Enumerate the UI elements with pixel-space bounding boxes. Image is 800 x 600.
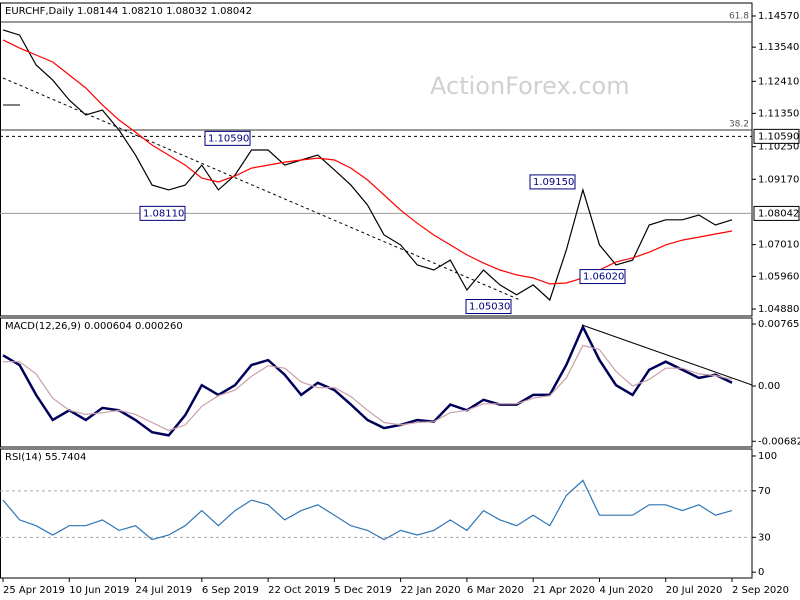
x-tick-label: 6 Mar 2020 bbox=[467, 585, 524, 596]
panel-title: EURCHF,Daily 1.08144 1.08210 1.08032 1.0… bbox=[5, 6, 252, 17]
trend-line bbox=[581, 324, 753, 386]
y-tick-label: 100 bbox=[758, 451, 777, 462]
series-line bbox=[2, 323, 733, 437]
x-tick-label: 22 Oct 2019 bbox=[268, 585, 330, 596]
y-tick-label: 1.12410 bbox=[758, 76, 799, 87]
panel-frame bbox=[0, 2, 753, 317]
y-tick-label: 1.07010 bbox=[758, 240, 799, 251]
panel-frame bbox=[0, 448, 753, 579]
annotation-box bbox=[465, 299, 512, 315]
annotation-box bbox=[204, 130, 251, 146]
y-tick-label: 1.09170 bbox=[758, 174, 799, 185]
last-price-box bbox=[753, 205, 800, 221]
y-tick-label: 1.14570 bbox=[758, 11, 799, 22]
x-tick-label: 4 Jun 2020 bbox=[599, 585, 653, 596]
y-tick-label: 0 bbox=[758, 567, 764, 578]
x-tick-label: 10 Jun 2019 bbox=[69, 585, 129, 596]
y-tick-label: 70 bbox=[758, 486, 771, 497]
annotation-label: 1.09150 bbox=[533, 177, 574, 188]
x-tick-label: 5 Dec 2019 bbox=[334, 585, 392, 596]
x-tick-label: 21 Apr 2020 bbox=[533, 585, 595, 596]
fib-label: 61.8 bbox=[729, 12, 749, 22]
x-tick-label: 24 Jul 2019 bbox=[136, 585, 193, 596]
watermark: ActionForex.com bbox=[430, 72, 630, 100]
fib-label: 38.2 bbox=[729, 120, 749, 130]
series-line bbox=[3, 344, 733, 432]
panel-title: RSI(14) 55.7404 bbox=[5, 452, 86, 463]
annotation-box bbox=[529, 174, 576, 190]
y-tick-label: 1.10250 bbox=[758, 142, 799, 153]
y-tick-label: 1.05960 bbox=[758, 271, 799, 282]
y-tick-label: 1.04880 bbox=[758, 304, 799, 315]
annotation-label: 1.05030 bbox=[469, 302, 510, 313]
annotation-label: 1.10590 bbox=[208, 133, 249, 144]
y-tick-label: 1.11350 bbox=[758, 108, 799, 119]
y-tick-label: 1.13540 bbox=[758, 42, 799, 53]
x-tick-label: 25 Apr 2019 bbox=[3, 585, 65, 596]
x-tick-label: 2 Sep 2020 bbox=[732, 585, 789, 596]
panel-title: MACD(12,26,9) 0.000604 0.000260 bbox=[5, 321, 183, 332]
annotation-label: 1.06020 bbox=[583, 272, 624, 283]
annotation-box bbox=[579, 269, 626, 285]
annotation-box bbox=[139, 205, 186, 221]
x-tick-label: 20 Jul 2020 bbox=[666, 585, 723, 596]
level-box bbox=[753, 128, 800, 144]
annotation-label: 1.08110 bbox=[143, 208, 184, 219]
last-price-label: 1.08042 bbox=[758, 208, 799, 219]
panel-frame bbox=[0, 317, 753, 448]
trend-line bbox=[2, 77, 521, 301]
y-tick-label: 0.00 bbox=[758, 381, 780, 392]
level-label: 1.10590 bbox=[758, 131, 799, 142]
series-line bbox=[2, 29, 733, 302]
y-tick-label: -0.006822 bbox=[758, 436, 800, 447]
x-tick-label: 6 Sep 2019 bbox=[202, 585, 259, 596]
series-line bbox=[2, 479, 733, 541]
y-tick-label: 30 bbox=[758, 532, 771, 543]
y-tick-label: 0.007655 bbox=[758, 319, 800, 330]
series-line bbox=[2, 39, 733, 285]
x-tick-label: 22 Jan 2020 bbox=[401, 585, 461, 596]
